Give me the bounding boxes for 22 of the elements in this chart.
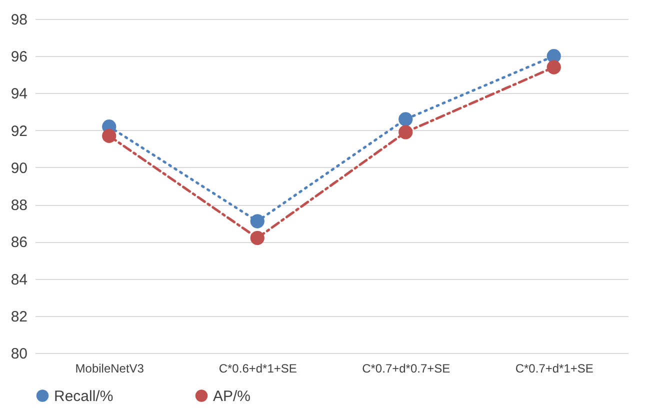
x-tick-label: MobileNetV3 <box>75 362 144 376</box>
y-tick-label: 86 <box>10 234 28 252</box>
x-tick-label: C*0.7+d*0.7+SE <box>362 362 450 376</box>
y-tick-label: 96 <box>10 48 28 66</box>
y-tick-label: 80 <box>10 346 28 362</box>
y-tick-label: 92 <box>10 122 28 140</box>
legend-label: Recall/% <box>54 388 114 405</box>
point <box>250 214 264 228</box>
y-tick-label: 90 <box>10 160 28 177</box>
x-tick-label: C*0.6+d*1+SE <box>218 362 297 376</box>
y-tick-label: 94 <box>10 86 28 103</box>
point <box>102 128 116 143</box>
point <box>250 230 264 246</box>
legend-label: AP/% <box>213 388 251 405</box>
y-tick-label: 84 <box>10 271 28 288</box>
x-tick-label: C*0.7+d*1+SE <box>515 362 594 376</box>
y-tick-label: 88 <box>10 197 28 214</box>
point <box>546 60 561 74</box>
point <box>398 125 413 140</box>
y-tick-label: 98 <box>10 12 28 28</box>
point <box>398 112 413 126</box>
y-tick-label: 82 <box>10 308 28 326</box>
